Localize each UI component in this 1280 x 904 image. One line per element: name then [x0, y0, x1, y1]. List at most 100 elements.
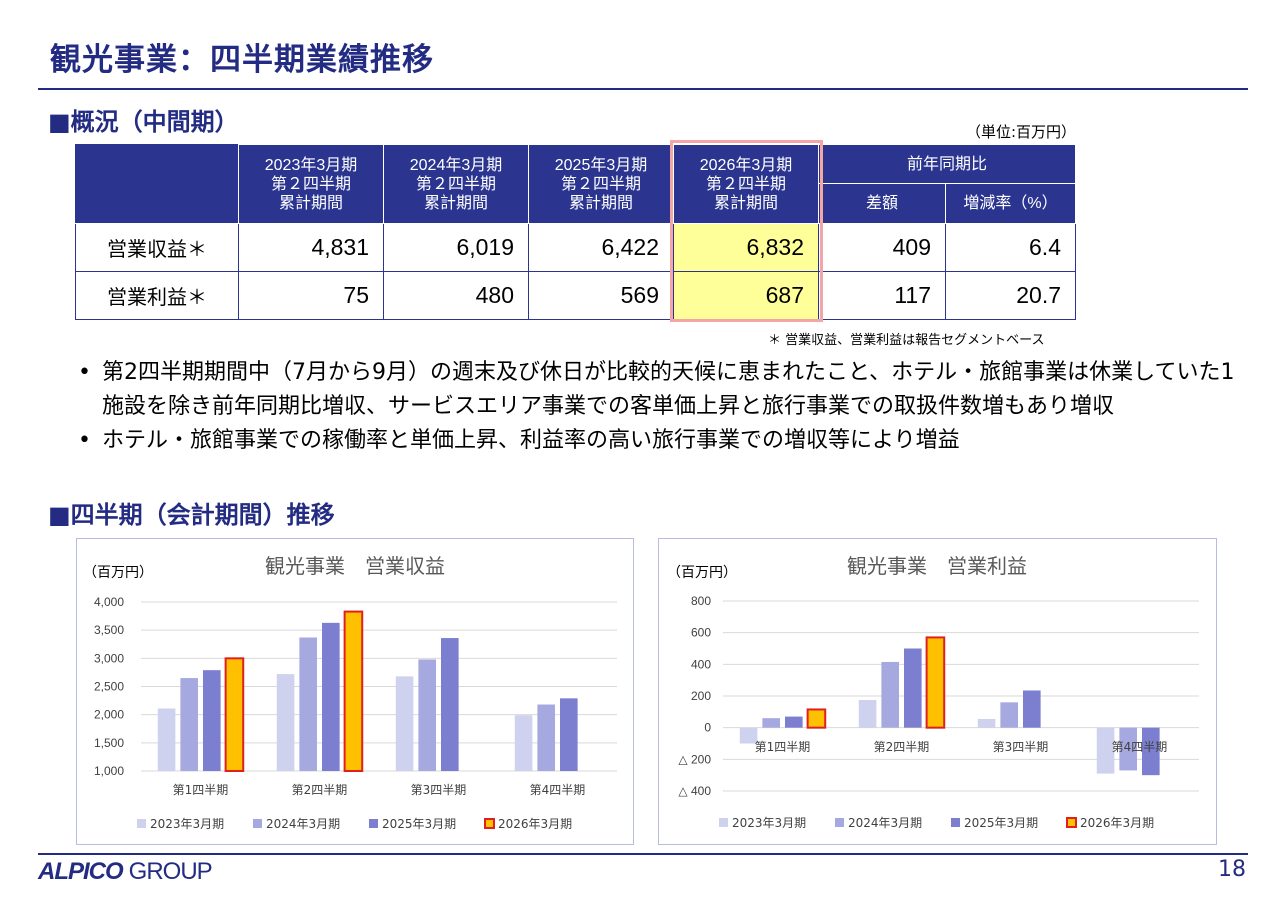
bar	[322, 622, 340, 771]
page-number: 18	[1218, 857, 1246, 882]
y-tick-label: 4,000	[94, 595, 124, 609]
legend-label: 2025年3月期	[964, 816, 1038, 830]
table-cell: 4,831	[238, 223, 384, 272]
x-tick-label: 第1四半期	[173, 783, 229, 797]
x-tick-label: 第2四半期	[292, 783, 348, 797]
bar	[1096, 727, 1115, 774]
bar	[925, 636, 946, 729]
legend-label: 2023年3月期	[150, 817, 224, 831]
legend-label: 2024年3月期	[848, 816, 922, 830]
legend-label: 2026年3月期	[498, 817, 572, 831]
table-corner	[75, 144, 239, 224]
y-tick-label: 400	[691, 657, 711, 671]
diff-header: 差額	[818, 183, 946, 224]
row-label: 営業収益＊	[75, 223, 239, 272]
chart-title: 観光事業 営業利益	[847, 554, 1027, 578]
legend-swatch	[1066, 817, 1077, 828]
y-tick-label: △ 400	[678, 784, 711, 798]
bullet-item: 第2四半期期間中（7月から9月）の週末及び休日が比較的天候に恵まれたこと、ホテル…	[76, 356, 1236, 424]
bar	[157, 708, 176, 771]
table-cell: 20.7	[945, 271, 1076, 320]
table-row: 営業利益＊ 75 480 569 687 117 20.7	[75, 271, 1076, 320]
table-cell-highlight: 6,832	[673, 223, 819, 272]
bar	[806, 708, 827, 729]
bar	[1142, 727, 1160, 776]
x-tick-label: 第4四半期	[1112, 740, 1168, 754]
bar	[977, 718, 996, 728]
bullet-list: 第2四半期期間中（7月から9月）の週末及び休日が比較的天候に恵まれたこと、ホテル…	[76, 356, 1236, 458]
legend-swatch	[484, 818, 495, 829]
logo-brand: ALPICO	[38, 858, 124, 885]
y-tick-label: 200	[691, 689, 711, 703]
bar	[224, 657, 245, 772]
bar	[904, 648, 922, 728]
bar	[276, 674, 295, 771]
quarterly-heading: ■四半期（会計期間）推移	[48, 501, 335, 529]
bar	[514, 715, 533, 771]
overview-heading: ■概況（中間期）	[48, 108, 239, 136]
y-tick-label: 600	[691, 626, 711, 640]
bar	[762, 718, 780, 728]
chart-title: 観光事業 営業収益	[265, 554, 445, 578]
y-axis-unit: （百万円）	[83, 565, 153, 581]
bar	[441, 638, 459, 771]
x-tick-label: 第3四半期	[411, 783, 467, 797]
legend-label: 2024年3月期	[266, 817, 340, 831]
bar	[858, 699, 877, 728]
table-cell: 75	[238, 271, 384, 320]
table-cell: 6,422	[528, 223, 674, 272]
bar	[299, 637, 317, 771]
legend-swatch	[253, 819, 262, 828]
column-header: 2023年3月期 第２四半期 累計期間	[238, 144, 384, 224]
table-cell: 117	[818, 271, 946, 320]
legend-swatch	[835, 818, 844, 827]
table-cell: 569	[528, 271, 674, 320]
y-tick-label: 3,500	[94, 623, 124, 637]
x-tick-label: 第4四半期	[530, 783, 586, 797]
table-row: 営業収益＊ 4,831 6,019 6,422 6,832 409 6.4	[75, 223, 1076, 272]
x-tick-label: 第1四半期	[755, 740, 811, 754]
page-title: 観光事業：四半期業績推移	[50, 42, 434, 78]
bar	[537, 704, 555, 771]
table-cell: 6.4	[945, 223, 1076, 272]
column-header: 2025年3月期 第２四半期 累計期間	[528, 144, 674, 224]
legend-label: 2026年3月期	[1080, 816, 1154, 830]
legend-swatch	[951, 818, 960, 827]
bar	[881, 661, 899, 728]
bar	[785, 716, 803, 728]
row-label: 営業利益＊	[75, 271, 239, 320]
y-tick-label: 2,000	[94, 708, 124, 722]
bullet-item: ホテル・旅館事業での稼働率と単価上昇、利益率の高い旅行事業での増収等により増益	[76, 424, 1236, 458]
table-cell-highlight: 687	[673, 271, 819, 320]
legend-label: 2023年3月期	[732, 816, 806, 830]
unit-note: （単位:百万円）	[966, 123, 1077, 141]
footer-rule	[38, 853, 1248, 855]
bar	[1023, 690, 1041, 728]
table-cell: 480	[383, 271, 529, 320]
x-tick-label: 第2四半期	[874, 740, 930, 754]
rate-header: 増減率（%）	[945, 183, 1076, 224]
profit-chart-panel: 観光事業 営業利益 （百万円） △ 400 △ 200 0 200 400 600 800 第1四…	[658, 538, 1217, 845]
y-tick-label: 1,000	[94, 764, 124, 778]
legend-swatch	[137, 819, 146, 828]
legend-swatch	[719, 818, 728, 827]
company-logo: ALPICO GROUP	[38, 858, 213, 886]
bar	[395, 676, 414, 771]
profit-chart: 観光事業 営業利益 （百万円） △ 400 △ 200 0 200 400 600 800 第1四…	[667, 554, 1199, 830]
legend-swatch	[369, 819, 378, 828]
y-axis-unit: （百万円）	[667, 565, 737, 581]
footnote: ＊ 営業収益、営業利益は報告セグメントベース	[768, 333, 1045, 348]
column-header-current: 2026年3月期 第２四半期 累計期間	[673, 144, 819, 224]
revenue-chart: 観光事業 営業収益 （百万円） 1,000 1,500 2,000 2,500 3,000 3…	[83, 554, 617, 831]
y-tick-label: 0	[704, 721, 711, 735]
bar	[343, 610, 364, 773]
bar	[1119, 727, 1137, 771]
x-tick-label: 第3四半期	[993, 740, 1049, 754]
bar	[560, 698, 578, 771]
y-tick-label: △ 200	[678, 752, 711, 766]
y-tick-label: 1,500	[94, 736, 124, 750]
table-cell: 409	[818, 223, 946, 272]
y-tick-label: 2,500	[94, 680, 124, 694]
table-cell: 6,019	[383, 223, 529, 272]
bar	[418, 659, 436, 771]
